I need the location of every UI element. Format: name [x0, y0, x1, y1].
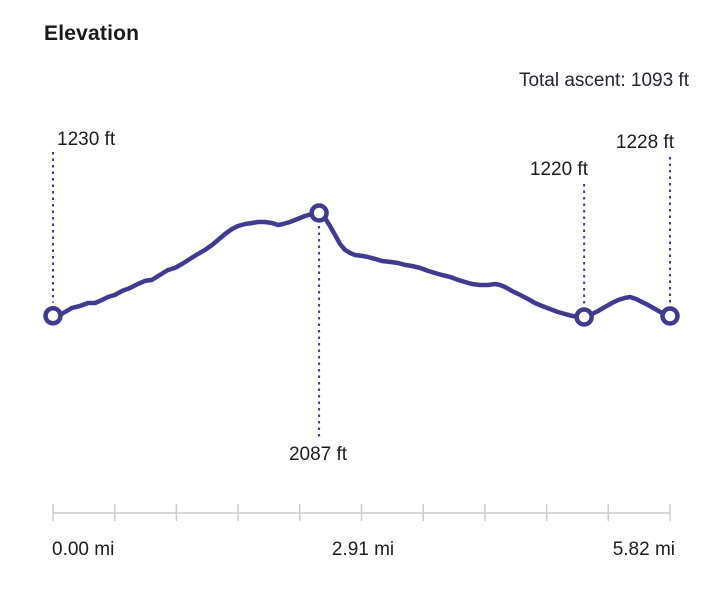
- x-axis-tick-label-start: 0.00 mi: [52, 539, 115, 560]
- marker-dot-start[interactable]: [43, 306, 63, 326]
- x-axis-tick-label-middle: 2.91 mi: [331, 539, 395, 560]
- x-axis-tick-label-end: 5.82 mi: [612, 539, 675, 560]
- marker-dot-end[interactable]: [660, 306, 680, 326]
- marker-dot-peak[interactable]: [309, 203, 329, 223]
- marker-label-start-elevation: 1230 ft: [57, 129, 116, 150]
- marker-label-peak-elevation: 2087 ft: [288, 444, 348, 465]
- marker-label-dip-elevation: 1220 ft: [529, 159, 588, 180]
- marker-label-end-elevation: 1228 ft: [615, 132, 674, 153]
- elevation-line: [50, 210, 673, 320]
- total-ascent-label: Total ascent: 1093 ft: [518, 70, 689, 91]
- chart-title: Elevation: [44, 22, 140, 45]
- marker-dot-dip[interactable]: [574, 307, 594, 327]
